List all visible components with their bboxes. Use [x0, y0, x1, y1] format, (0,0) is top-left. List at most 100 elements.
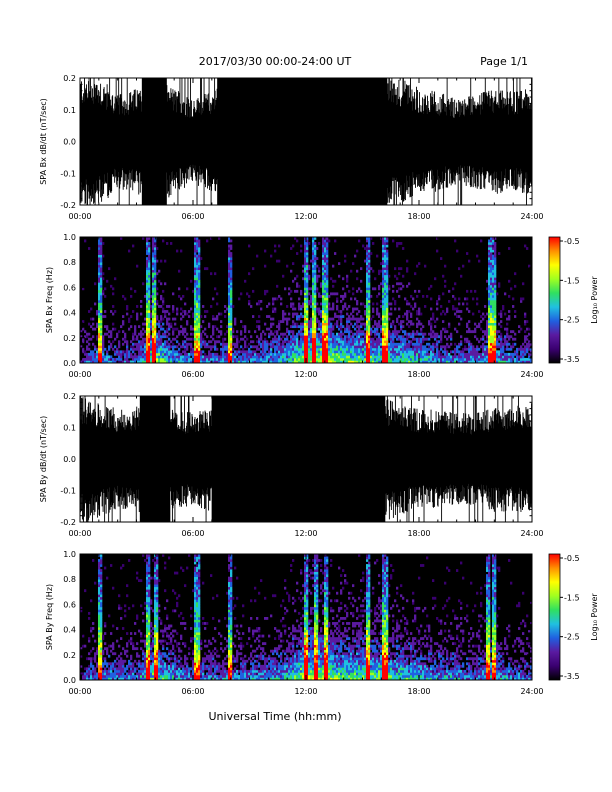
spectrogram-cell [400, 287, 403, 291]
spectrogram-cell [366, 325, 369, 329]
spectrogram-cell [222, 340, 225, 344]
spectrogram-cell [490, 355, 493, 359]
spectrogram-cell [158, 332, 161, 336]
spectrogram-cell [362, 345, 365, 349]
spectrogram-cell [528, 264, 531, 268]
spectrogram-cell [170, 322, 173, 326]
spectrogram-cell [444, 357, 447, 361]
spectrogram-cell [372, 337, 375, 341]
spectrogram-cell [354, 332, 357, 336]
spectrogram-cell [124, 352, 127, 356]
spectrogram-cell [322, 237, 325, 240]
spectrogram-cell [514, 350, 517, 354]
spectrogram-cell [374, 345, 377, 349]
spectrogram-cell [324, 350, 327, 354]
spectrogram-cell [362, 355, 365, 359]
spectrogram-cell [490, 337, 493, 341]
spectrogram-cell [90, 672, 93, 676]
spectrogram-cell [136, 652, 139, 656]
spectrogram-cell [422, 325, 425, 329]
spectrogram-cell [150, 342, 153, 346]
spectrogram-cell [94, 347, 97, 351]
spectrogram-cell [506, 355, 509, 359]
spectrogram-cell [386, 272, 389, 276]
spectrogram-cell [382, 284, 385, 288]
spectrogram-cell [296, 360, 299, 364]
spectrogram-cell [100, 297, 103, 301]
spectrogram-cell [158, 342, 161, 346]
spectrogram-cell [490, 330, 493, 334]
spectrogram-cell [312, 244, 315, 248]
spectrogram-cell [494, 320, 497, 323]
spectrogram-cell [144, 330, 147, 334]
spectrogram-cell [358, 350, 361, 354]
spectrogram-cell [114, 277, 117, 281]
spectrogram-cell [158, 279, 161, 283]
spectrogram-cell [228, 254, 231, 258]
spectrogram-cell [146, 237, 149, 240]
spectrogram-cell [292, 335, 295, 339]
spectrogram-cell [324, 264, 327, 268]
spectrogram-cell [144, 659, 147, 663]
spectrogram-cell [384, 242, 387, 245]
spectrogram-cell [160, 259, 163, 263]
spectrogram-cell [196, 272, 199, 276]
spectrogram-cell [122, 627, 125, 630]
spectrogram-cell [520, 327, 523, 331]
spectrogram-cell [90, 355, 93, 359]
spectrogram-cell [338, 337, 341, 341]
spectrogram-cell [492, 322, 495, 326]
spectrogram-cell [244, 279, 247, 283]
spectrogram-cell [80, 654, 83, 658]
spectrogram-cell [264, 340, 267, 344]
spectrogram-cell [86, 360, 89, 364]
spectrogram-cell [154, 335, 157, 339]
spectrogram-cell [386, 282, 389, 286]
spectrogram-cell [512, 342, 515, 346]
spectrogram-cell [148, 312, 151, 316]
spectrogram-cell [304, 357, 307, 361]
spectrogram-cell [136, 674, 139, 678]
spectrogram-cell [156, 347, 159, 351]
spectrogram-cell [142, 360, 145, 364]
spectrogram-cell [334, 342, 337, 346]
spectrogram-cell [500, 355, 503, 359]
spectrogram-cell [476, 254, 479, 258]
spectrogram-cell [376, 327, 379, 331]
spectrogram-cell [290, 340, 293, 344]
spectrogram-cell [454, 360, 457, 364]
spectrogram-cell [500, 342, 503, 346]
spectrogram-cell [138, 342, 141, 346]
spectrogram-cell [324, 269, 327, 273]
spectrogram-cell [98, 242, 101, 245]
spectrogram-cell [214, 352, 217, 356]
spectrogram-cell [306, 289, 309, 293]
spectrogram-cell [492, 237, 495, 240]
spectrogram-cell [192, 332, 195, 336]
spectrogram-cell [84, 330, 87, 334]
spectrogram-cell [176, 310, 179, 313]
spectrogram-cell [290, 247, 293, 250]
spectrogram-cell [118, 357, 121, 361]
spectrogram-cell [194, 262, 197, 266]
spectrogram-cell [292, 340, 295, 344]
spectrogram-cell [154, 355, 157, 359]
spectrogram-cell [304, 350, 307, 354]
spectrogram-cell [294, 322, 297, 326]
spectrogram-cell [258, 327, 261, 331]
spectrogram-cell [286, 317, 289, 321]
spectrogram-cell [492, 267, 495, 271]
spectrogram-cell [298, 360, 301, 364]
spectrogram-cell [302, 302, 305, 306]
spectrogram-cell [98, 632, 101, 635]
spectrogram-cell [370, 340, 373, 344]
spectrogram-cell [244, 340, 247, 344]
spectrogram-cell [198, 282, 201, 286]
spectrogram-cell [310, 297, 313, 301]
spectrogram-cell [382, 350, 385, 354]
y-tick-label: 0.4 [63, 309, 76, 318]
spectrogram-cell [230, 300, 233, 303]
spectrogram-cell [494, 267, 497, 271]
spectrogram-cell [276, 330, 279, 334]
spectrogram-cell [424, 264, 427, 268]
